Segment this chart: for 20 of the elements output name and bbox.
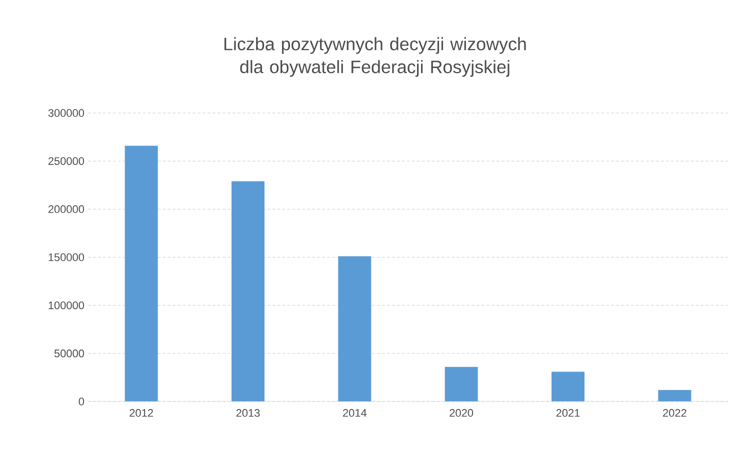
x-tick-label: 2022 — [663, 409, 686, 417]
x-tick-label: 2021 — [556, 409, 580, 417]
bar — [338, 256, 372, 402]
y-tick-label: 150000 — [48, 253, 84, 262]
chart-title: Liczba pozytywnych decyzji wizowych dla obywateli Federacji Rosyjskiej — [224, 37, 526, 77]
bar — [444, 366, 478, 402]
x-tick-label: 2013 — [236, 409, 260, 417]
bar — [232, 181, 264, 402]
y-tick-label: 300000 — [48, 109, 84, 117]
bar — [658, 390, 692, 402]
x-tick-label: 2014 — [343, 409, 367, 417]
bar — [552, 372, 585, 402]
x-tick-label: 2012 — [130, 409, 153, 417]
y-tick-label: 0 — [78, 398, 84, 406]
y-tick-label: 100000 — [48, 301, 84, 310]
y-tick-label: 50000 — [54, 350, 84, 358]
y-tick-label: 200000 — [48, 205, 84, 214]
x-tick-label: 2020 — [450, 409, 474, 417]
bar — [124, 146, 158, 402]
y-tick-label: 250000 — [48, 157, 84, 165]
